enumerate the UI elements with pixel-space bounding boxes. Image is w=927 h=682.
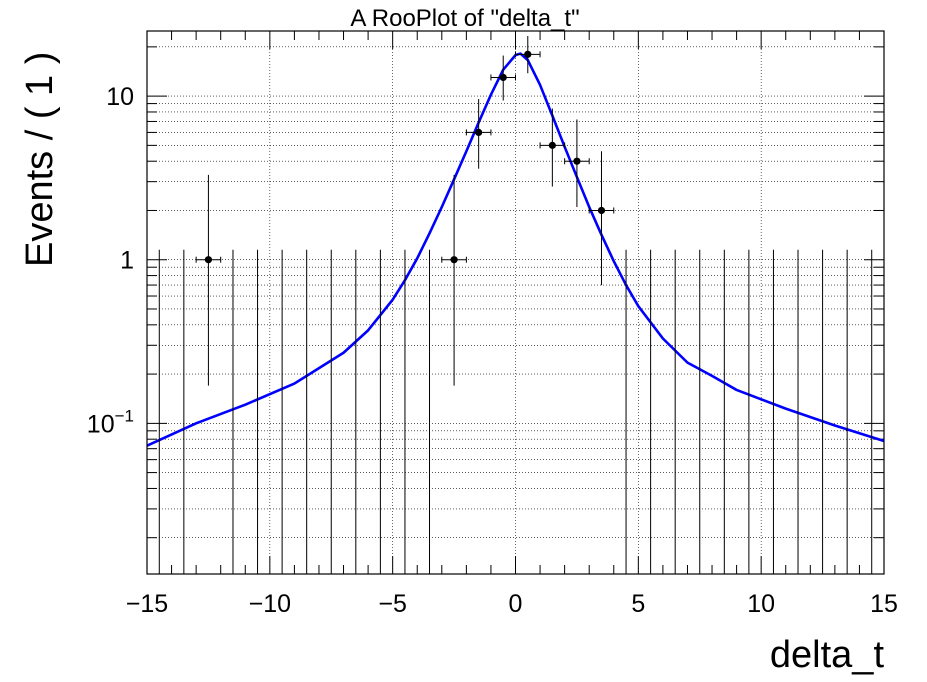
data-point-marker (450, 256, 458, 264)
x-tick-label: 0 (509, 590, 523, 618)
y-axis-title: Events / ( 1 ) (19, 52, 61, 267)
y-tick-label: 10 (106, 83, 134, 111)
x-tick-label: −15 (126, 590, 168, 618)
x-axis-title: delta_t (770, 634, 885, 676)
y-tick-label: 10−1 (87, 406, 134, 438)
data-point-marker (524, 50, 532, 58)
data-point-marker (204, 256, 213, 264)
y-tick-label: 1 (120, 247, 134, 275)
data-point-marker (548, 141, 556, 149)
model-curve-layer (146, 52, 885, 447)
data-point-marker (597, 206, 606, 215)
data-point-marker (475, 128, 483, 137)
x-tick-label: 5 (631, 590, 645, 618)
tick-labels: −15 −10 −5 0 5 10 15 10 1 10−1 (87, 83, 898, 618)
data-point-marker (573, 157, 581, 165)
model-curve (146, 52, 885, 447)
grid-lines (147, 31, 884, 574)
x-tick-label: 10 (747, 590, 775, 618)
data-points-layer (158, 36, 873, 574)
x-tick-label: 15 (870, 590, 898, 618)
chart-title: A RooPlot of "delta_t" (350, 5, 579, 32)
data-point-marker (499, 73, 507, 82)
x-tick-label: −5 (378, 590, 407, 618)
plot-frame (146, 30, 885, 575)
x-tick-label: −10 (249, 590, 291, 618)
